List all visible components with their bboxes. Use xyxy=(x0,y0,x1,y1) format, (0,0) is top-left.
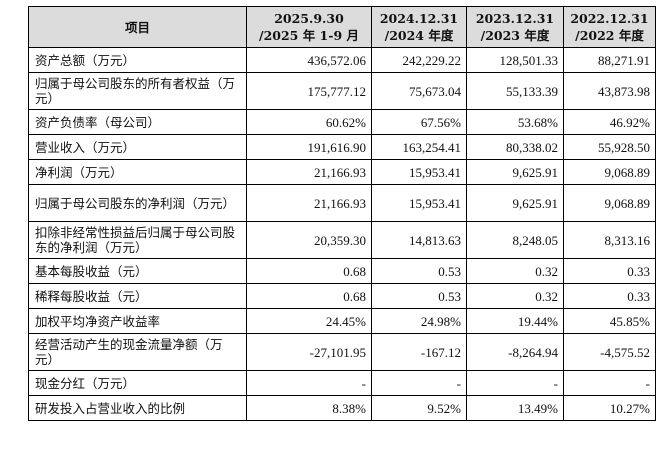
header-col-date: 2025.9.30 xyxy=(274,11,344,26)
table-row: 扣除非经常性损益后归属于母公司股东的净利润（万元） 20,359.30 14,8… xyxy=(28,221,656,259)
header-col-2022: 2022.12.31 /2022 年度 xyxy=(563,6,656,48)
table-header-row: 项目 2025.9.30 /2025 年 1-9 月 2024.12.31 /2… xyxy=(28,6,656,48)
cell-value: 436,572.06 xyxy=(246,47,372,73)
table-row: 归属于母公司股东的所有者权益（万元） 175,777.12 75,673.04 … xyxy=(28,72,656,110)
table-row: 现金分红（万元） - - - - xyxy=(28,370,656,396)
cell-value: 9,625.91 xyxy=(466,159,564,185)
cell-value: 80,338.02 xyxy=(466,134,564,160)
cell-value: -8,264.94 xyxy=(466,333,564,371)
cell-value: 24.98% xyxy=(371,308,467,334)
cell-value: 242,229.22 xyxy=(371,47,467,73)
row-label: 研发投入占营业收入的比例 xyxy=(28,395,247,421)
financial-summary-table: 项目 2025.9.30 /2025 年 1-9 月 2024.12.31 /2… xyxy=(28,6,656,421)
cell-value: 43,873.98 xyxy=(563,72,656,110)
cell-value: 20,359.30 xyxy=(246,221,372,259)
row-label: 归属于母公司股东的所有者权益（万元） xyxy=(28,72,247,110)
cell-value: 0.53 xyxy=(371,283,467,309)
row-label: 基本每股收益（元） xyxy=(28,258,247,284)
cell-value: 88,271.91 xyxy=(563,47,656,73)
cell-value: - xyxy=(371,370,467,396)
cell-value: 21,166.93 xyxy=(246,184,372,222)
cell-value: 128,501.33 xyxy=(466,47,564,73)
row-label: 资产总额（万元） xyxy=(28,47,247,73)
row-label: 归属于母公司股东的净利润（万元） xyxy=(28,184,247,222)
cell-value: 9,068.89 xyxy=(563,184,656,222)
cell-value: 13.49% xyxy=(466,395,564,421)
cell-value: 0.68 xyxy=(246,258,372,284)
cell-value: 53.68% xyxy=(466,109,564,135)
cell-value: -4,575.52 xyxy=(563,333,656,371)
cell-value: - xyxy=(563,370,656,396)
cell-value: 10.27% xyxy=(563,395,656,421)
table-row: 研发投入占营业收入的比例 8.38% 9.52% 13.49% 10.27% xyxy=(28,395,656,421)
cell-value: 15,953.41 xyxy=(371,159,467,185)
table-row: 加权平均净资产收益率 24.45% 24.98% 19.44% 45.85% xyxy=(28,308,656,334)
table-row: 基本每股收益（元） 0.68 0.53 0.32 0.33 xyxy=(28,258,656,284)
table-row: 经营活动产生的现金流量净额（万元） -27,101.95 -167.12 -8,… xyxy=(28,333,656,371)
cell-value: 19.44% xyxy=(466,308,564,334)
row-label: 经营活动产生的现金流量净额（万元） xyxy=(28,333,247,371)
cell-value: 8,248.05 xyxy=(466,221,564,259)
cell-value: 55,928.50 xyxy=(563,134,656,160)
cell-value: 67.56% xyxy=(371,109,467,135)
header-item: 项目 xyxy=(28,6,247,48)
table-row: 营业收入（万元） 191,616.90 163,254.41 80,338.02… xyxy=(28,134,656,160)
row-label: 稀释每股收益（元） xyxy=(28,283,247,309)
header-col-period: /2025 年 1-9 月 xyxy=(259,28,359,43)
cell-value: 9.52% xyxy=(371,395,467,421)
header-col-2024: 2024.12.31 /2024 年度 xyxy=(371,6,467,48)
row-label: 扣除非经常性损益后归属于母公司股东的净利润（万元） xyxy=(28,221,247,259)
cell-value: - xyxy=(466,370,564,396)
header-col-date: 2022.12.31 xyxy=(570,11,649,26)
header-col-period: /2023 年度 xyxy=(480,28,550,43)
cell-value: 0.53 xyxy=(371,258,467,284)
cell-value: 8.38% xyxy=(246,395,372,421)
cell-value: 0.33 xyxy=(563,258,656,284)
cell-value: 163,254.41 xyxy=(371,134,467,160)
cell-value: 8,313.16 xyxy=(563,221,656,259)
cell-value: 9,625.91 xyxy=(466,184,564,222)
header-col-date: 2024.12.31 xyxy=(379,11,459,26)
cell-value: 191,616.90 xyxy=(246,134,372,160)
header-col-period: /2022 年度 xyxy=(575,28,644,43)
header-col-date: 2023.12.31 xyxy=(475,11,555,26)
header-col-period: /2024 年度 xyxy=(384,28,454,43)
header-col-2025: 2025.9.30 /2025 年 1-9 月 xyxy=(246,6,372,48)
cell-value: 0.68 xyxy=(246,283,372,309)
row-label: 加权平均净资产收益率 xyxy=(28,308,247,334)
table-row: 资产负债率（母公司） 60.62% 67.56% 53.68% 46.92% xyxy=(28,109,656,135)
row-label: 营业收入（万元） xyxy=(28,134,247,160)
table-row: 资产总额（万元） 436,572.06 242,229.22 128,501.3… xyxy=(28,47,656,73)
cell-value: -27,101.95 xyxy=(246,333,372,371)
cell-value: 9,068.89 xyxy=(563,159,656,185)
cell-value: 46.92% xyxy=(563,109,656,135)
cell-value: 14,813.63 xyxy=(371,221,467,259)
cell-value: 55,133.39 xyxy=(466,72,564,110)
financial-summary-container: 项目 2025.9.30 /2025 年 1-9 月 2024.12.31 /2… xyxy=(28,6,656,421)
cell-value: - xyxy=(246,370,372,396)
cell-value: 0.32 xyxy=(466,258,564,284)
cell-value: -167.12 xyxy=(371,333,467,371)
cell-value: 0.32 xyxy=(466,283,564,309)
cell-value: 75,673.04 xyxy=(371,72,467,110)
row-label: 净利润（万元） xyxy=(28,159,247,185)
cell-value: 24.45% xyxy=(246,308,372,334)
cell-value: 15,953.41 xyxy=(371,184,467,222)
cell-value: 45.85% xyxy=(563,308,656,334)
table-row: 归属于母公司股东的净利润（万元） 21,166.93 15,953.41 9,6… xyxy=(28,184,656,222)
table-row: 稀释每股收益（元） 0.68 0.53 0.32 0.33 xyxy=(28,283,656,309)
cell-value: 21,166.93 xyxy=(246,159,372,185)
header-col-2023: 2023.12.31 /2023 年度 xyxy=(466,6,564,48)
row-label: 现金分红（万元） xyxy=(28,370,247,396)
row-label: 资产负债率（母公司） xyxy=(28,109,247,135)
cell-value: 0.33 xyxy=(563,283,656,309)
cell-value: 60.62% xyxy=(246,109,372,135)
cell-value: 175,777.12 xyxy=(246,72,372,110)
table-row: 净利润（万元） 21,166.93 15,953.41 9,625.91 9,0… xyxy=(28,159,656,185)
